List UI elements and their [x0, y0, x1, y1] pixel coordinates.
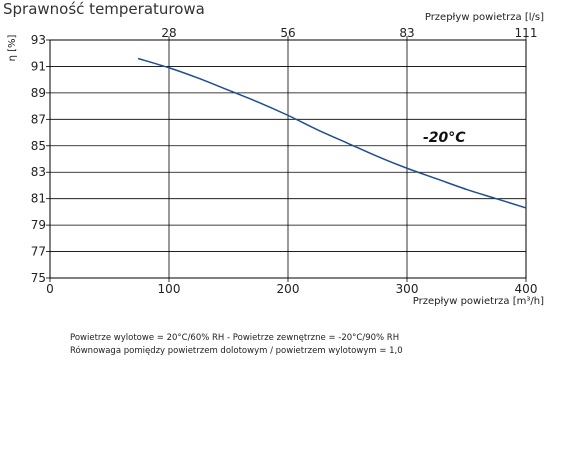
x-tick-label: 100: [158, 282, 181, 296]
note-line-2: Równowaga pomiędzy powietrzem dolotowym …: [70, 346, 403, 356]
x2-tick-label: 111: [515, 26, 538, 40]
x2-tick-label: 28: [161, 26, 176, 40]
y-tick-label: 91: [31, 59, 46, 73]
y-tick-label: 87: [31, 112, 46, 126]
x-tick-label: 0: [46, 282, 54, 296]
series-line: [137, 57, 527, 209]
y-tick-label: 77: [31, 245, 46, 259]
x2-tick-label: 56: [280, 26, 295, 40]
plot-frame: [49, 39, 527, 279]
y-tick-label: 81: [31, 192, 46, 206]
x2-tick-label: 83: [399, 26, 414, 40]
series-annotation-label: -20°C: [423, 130, 466, 146]
x-tick-label: 300: [396, 282, 419, 296]
y-tick-label: 75: [31, 271, 46, 285]
y-tick-label: 83: [31, 165, 46, 179]
y-tick-label: 93: [31, 33, 46, 47]
x-axis-label: Przepływ powietrza [m³/h]: [413, 296, 544, 307]
axes: [46, 36, 527, 282]
note-line-1: Powietrze wylotowe = 20°C/60% RH - Powie…: [70, 333, 400, 343]
labels-layer: 75 77 79 81 83 85 87 89 91 93 0 100 200 300 400 28 56 83 1…: [7, 12, 544, 307]
x-tick-label: 200: [277, 282, 300, 296]
y-axis-label: η [%]: [7, 34, 18, 61]
chart-title: Sprawność temperaturowa: [3, 0, 205, 18]
y-tick-label: 85: [31, 139, 46, 153]
x2-axis-label: Przepływ powietrza [l/s]: [425, 12, 544, 23]
grid: [49, 39, 527, 279]
series-layer: [137, 57, 527, 209]
y-tick-label: 79: [31, 218, 46, 232]
x-tick-label: 400: [515, 282, 538, 296]
chart-notes: Powietrze wylotowe = 20°C/60% RH - Powie…: [70, 332, 403, 358]
y-tick-label: 89: [31, 86, 46, 100]
